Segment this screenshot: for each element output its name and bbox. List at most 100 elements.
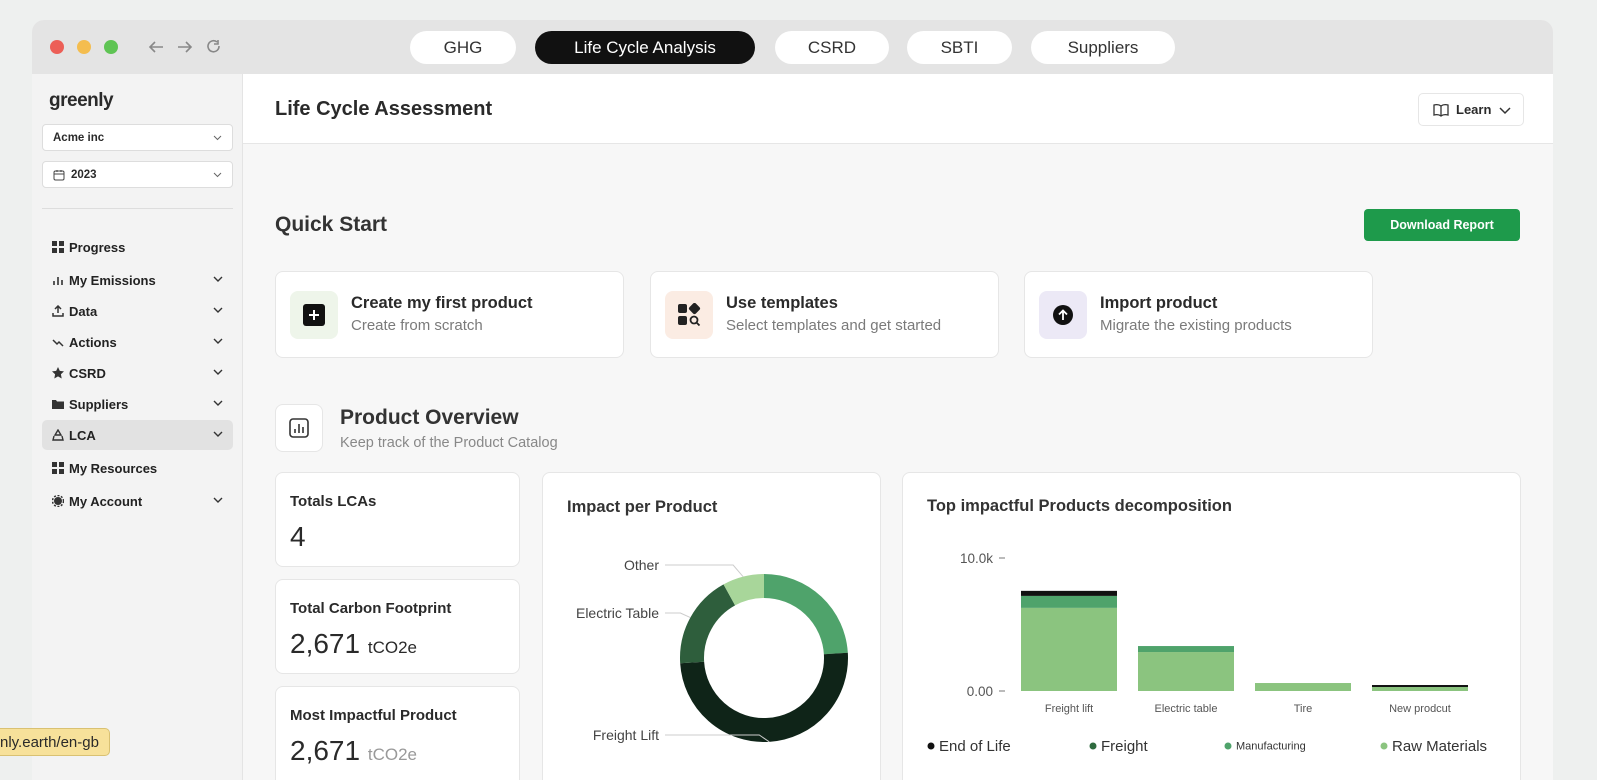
nav-item[interactable]: My Resources bbox=[42, 453, 233, 483]
stat-label: Totals LCAs bbox=[290, 493, 377, 510]
card-title: Import product bbox=[1100, 294, 1218, 312]
stat-value-row: 2,671 tCO2e bbox=[290, 735, 417, 767]
bar-segment bbox=[1255, 683, 1351, 691]
divider bbox=[42, 208, 233, 209]
stat-unit: tCO2e bbox=[367, 638, 417, 657]
nav-label: My Emissions bbox=[69, 272, 156, 288]
leader-line bbox=[665, 612, 691, 618]
page-header: Life Cycle Assessment Learn bbox=[243, 74, 1553, 144]
bar-segment bbox=[1021, 590, 1117, 596]
legend-swatch bbox=[1089, 742, 1097, 750]
card-subtitle: Migrate the existing products bbox=[1100, 317, 1292, 334]
nav-item[interactable]: CSRD bbox=[42, 358, 233, 388]
nav-label: My Resources bbox=[69, 460, 158, 476]
page-title: Life Cycle Assessment bbox=[275, 98, 493, 120]
tab[interactable]: CSRD bbox=[775, 31, 889, 64]
donut-segment bbox=[763, 574, 848, 655]
year-select[interactable]: 2023 bbox=[42, 161, 233, 188]
legend-swatch bbox=[1380, 742, 1388, 750]
donut-label: Other bbox=[624, 557, 659, 573]
nav-label: LCA bbox=[69, 427, 96, 443]
chart-title: Top impactful Products decomposition bbox=[927, 497, 1232, 515]
status-url: nly.earth/en-gb bbox=[0, 728, 110, 756]
tab[interactable]: Suppliers bbox=[1031, 31, 1175, 64]
sidebar: greenly Acme inc 2023 Progress My Emissi… bbox=[32, 74, 243, 780]
nav-item-selected[interactable]: LCA bbox=[42, 420, 233, 450]
leader-line bbox=[665, 564, 744, 577]
bar-segment bbox=[1021, 607, 1117, 691]
donut-label: Freight Lift bbox=[593, 727, 659, 743]
stat-unit: tCO2e bbox=[367, 745, 417, 764]
org-name: Acme inc bbox=[53, 131, 105, 144]
close-button[interactable] bbox=[50, 40, 64, 54]
nav-item[interactable]: Data bbox=[42, 296, 233, 326]
legend-swatch bbox=[1224, 742, 1232, 750]
bar-segment bbox=[1138, 646, 1234, 653]
quick-card[interactable]: Create my first product Create from scra… bbox=[275, 271, 624, 358]
nav-item[interactable]: My Account bbox=[42, 486, 233, 516]
logo[interactable]: greenly bbox=[49, 90, 114, 111]
legend-swatch bbox=[927, 742, 935, 750]
year: 2023 bbox=[71, 168, 97, 181]
donut-segment bbox=[680, 652, 848, 742]
stat-label: Most Impactful Product bbox=[290, 707, 457, 724]
nav-label: Suppliers bbox=[69, 396, 129, 412]
legend-label: Manufacturing bbox=[1236, 741, 1306, 753]
nav-label: CSRD bbox=[69, 365, 106, 381]
nav-item[interactable]: Actions bbox=[42, 327, 233, 357]
maximize-button[interactable] bbox=[104, 40, 118, 54]
tab[interactable]: GHG bbox=[410, 31, 516, 64]
x-tick-label: Freight lift bbox=[1045, 703, 1093, 715]
donut-card: Impact per Product Freight Lift Electric … bbox=[542, 472, 881, 780]
card-title: Create my first product bbox=[351, 294, 533, 312]
donut-label: Electric Table bbox=[576, 605, 659, 621]
nav-label: Data bbox=[69, 303, 98, 319]
overview-subtitle: Keep track of the Product Catalog bbox=[340, 435, 558, 451]
stat-value: 2,671 bbox=[290, 735, 361, 766]
learn-button[interactable]: Learn bbox=[1418, 93, 1524, 126]
nav-label: My Account bbox=[69, 493, 143, 509]
stat-value: 4 bbox=[290, 521, 306, 552]
nav-item[interactable]: Progress bbox=[42, 232, 233, 262]
browser-window: GHG Life Cycle Analysis CSRD SBTI Suppli… bbox=[32, 20, 1553, 780]
card-title: Use templates bbox=[726, 294, 838, 312]
minimize-button[interactable] bbox=[77, 40, 91, 54]
tab-active[interactable]: Life Cycle Analysis bbox=[535, 31, 755, 64]
stat-value-row: 2,671 tCO2e bbox=[290, 628, 417, 660]
nav-item[interactable]: My Emissions bbox=[42, 265, 233, 295]
stat-value: 2,671 bbox=[290, 628, 361, 659]
bar-chart: Top impactful Products decomposition 0.0… bbox=[927, 497, 1487, 755]
org-select[interactable]: Acme inc bbox=[42, 124, 233, 151]
nav-label: Progress bbox=[69, 239, 126, 255]
card-subtitle: Create from scratch bbox=[351, 317, 483, 334]
y-tick-label: 10.0k bbox=[960, 551, 993, 566]
download-button[interactable]: Download Report bbox=[1364, 209, 1520, 241]
bar-card: Top impactful Products decomposition 0.0… bbox=[902, 472, 1521, 780]
quick-card[interactable]: Use templates Select templates and get s… bbox=[650, 271, 999, 358]
legend-label: Freight bbox=[1101, 738, 1149, 755]
nav-item[interactable]: Suppliers bbox=[42, 389, 233, 419]
bar-segment bbox=[1138, 652, 1234, 691]
browser-toolbar: GHG Life Cycle Analysis CSRD SBTI Suppli… bbox=[32, 20, 1553, 74]
bar-segment bbox=[1021, 595, 1117, 608]
chart-title: Impact per Product bbox=[567, 498, 718, 516]
legend-label: End of Life bbox=[939, 738, 1011, 755]
tab[interactable]: SBTI bbox=[907, 31, 1012, 64]
stat-label: Total Carbon Footprint bbox=[290, 600, 452, 617]
quick-card[interactable]: Import product Migrate the existing prod… bbox=[1024, 271, 1373, 358]
learn-label: Learn bbox=[1456, 102, 1492, 117]
stat-card: Most Impactful Product 2,671 tCO2e bbox=[275, 686, 520, 780]
leader-line bbox=[665, 734, 770, 743]
stat-card: Totals LCAs 4 bbox=[275, 472, 520, 567]
nav-arrows[interactable] bbox=[148, 38, 228, 56]
x-tick-label: Tire bbox=[1294, 703, 1313, 715]
legend-label: Raw Materials bbox=[1392, 738, 1487, 755]
bar-segment bbox=[1372, 685, 1468, 688]
donut-segment bbox=[680, 584, 736, 664]
x-tick-label: New prodcut bbox=[1389, 703, 1451, 715]
stat-card: Total Carbon Footprint 2,671 tCO2e bbox=[275, 579, 520, 674]
card-icon bbox=[665, 291, 713, 339]
donut-chart: Impact per Product Freight Lift Electric … bbox=[567, 498, 848, 743]
bar-segment bbox=[1372, 687, 1468, 691]
